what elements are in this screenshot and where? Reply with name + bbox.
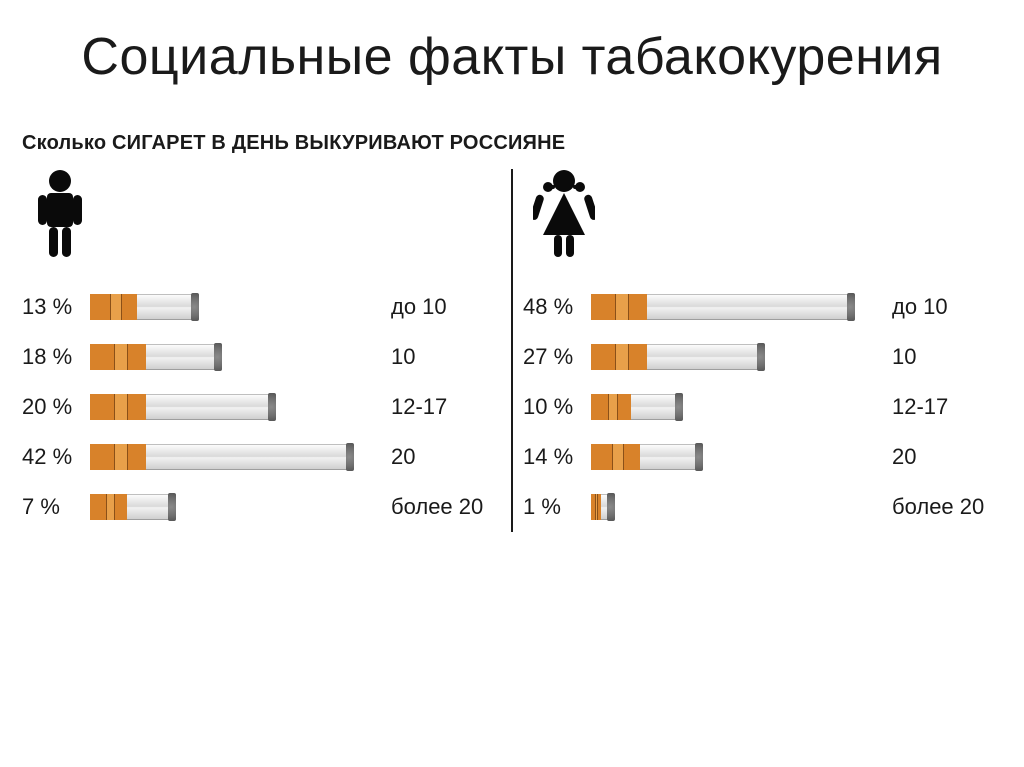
cigarette-ash [847,293,855,321]
cigarette-ash [675,393,683,421]
woman-icon [533,169,1002,264]
cigarette-body [137,294,195,320]
cigarette-filter [90,394,146,420]
chart-columns: 13 % до 10 18 % 10 20 % 12-17 42 % 20 7 % более 2… [22,169,1002,532]
cigarette-ash [695,443,703,471]
percent-label: 14 % [523,444,591,470]
man-icon [32,169,501,264]
cigarette-filter [591,394,631,420]
cigarette-ash [346,443,354,471]
bar-area [90,443,385,471]
percent-label: 27 % [523,344,591,370]
cigarette-body [127,494,172,520]
bar-row: 1 % более 20 [523,482,1002,532]
bar-area [90,393,385,421]
category-label: 12-17 [385,394,501,420]
cigarette-filter [591,344,647,370]
percent-label: 42 % [22,444,90,470]
bar-row: 42 % 20 [22,432,501,482]
cigarette-filter [591,494,601,520]
cigarette-body [601,494,611,520]
column-divider [511,169,513,532]
category-label: до 10 [886,294,1002,320]
bar-row: 18 % 10 [22,332,501,382]
cigarette-body [647,294,851,320]
cigarette-filter [90,294,137,320]
category-label: 12-17 [886,394,1002,420]
bar-row: 7 % более 20 [22,482,501,532]
category-label: более 20 [886,494,1002,520]
cigarette-body [640,444,699,470]
page-title: Социальные факты табакокурения [0,0,1024,88]
cigarette-bar [591,494,611,520]
chart-subtitle: Сколько СИГАРЕТ В ДЕНЬ ВЫКУРИВАЮТ РОССИЯ… [22,132,1002,155]
bar-area [591,393,886,421]
cigarette-bar [591,294,851,320]
cigarette-filter [90,344,146,370]
cigarette-filter [90,494,127,520]
cigarette-bar [90,494,172,520]
bar-area [90,493,385,521]
bar-row: 14 % 20 [523,432,1002,482]
bar-area [90,343,385,371]
cigarette-body [146,344,218,370]
bar-row: 48 % до 10 [523,282,1002,332]
percent-label: 48 % [523,294,591,320]
cigarette-bar [591,344,761,370]
category-label: более 20 [385,494,501,520]
cigarette-filter [591,294,647,320]
percent-label: 13 % [22,294,90,320]
percent-label: 18 % [22,344,90,370]
bar-area [90,293,385,321]
category-label: 20 [886,444,1002,470]
cigarette-filter [591,444,640,470]
cigarette-filter [90,444,146,470]
cigarette-bar [90,394,272,420]
percent-label: 10 % [523,394,591,420]
cigarette-body [631,394,679,420]
percent-label: 1 % [523,494,591,520]
category-label: 10 [385,344,501,370]
column-women: 48 % до 10 27 % 10 10 % 12-17 14 % 20 1 % более 2… [523,169,1002,532]
category-label: до 10 [385,294,501,320]
column-men: 13 % до 10 18 % 10 20 % 12-17 42 % 20 7 % более 2… [22,169,501,532]
category-label: 20 [385,444,501,470]
cigarette-ash [214,343,222,371]
cigarette-ash [757,343,765,371]
cigarette-body [146,394,272,420]
category-label: 10 [886,344,1002,370]
chart-container: Сколько СИГАРЕТ В ДЕНЬ ВЫКУРИВАЮТ РОССИЯ… [22,132,1002,532]
rows-women: 48 % до 10 27 % 10 10 % 12-17 14 % 20 1 % более 2… [523,282,1002,532]
cigarette-body [647,344,761,370]
percent-label: 20 % [22,394,90,420]
rows-men: 13 % до 10 18 % 10 20 % 12-17 42 % 20 7 % более 2… [22,282,501,532]
percent-label: 7 % [22,494,90,520]
cigarette-ash [168,493,176,521]
cigarette-ash [191,293,199,321]
bar-row: 13 % до 10 [22,282,501,332]
cigarette-bar [591,444,699,470]
bar-row: 10 % 12-17 [523,382,1002,432]
cigarette-ash [607,493,615,521]
cigarette-bar [591,394,679,420]
cigarette-body [146,444,350,470]
cigarette-bar [90,444,350,470]
cigarette-ash [268,393,276,421]
cigarette-bar [90,344,218,370]
cigarette-bar [90,294,195,320]
bar-area [591,493,886,521]
bar-area [591,443,886,471]
bar-area [591,343,886,371]
bar-row: 20 % 12-17 [22,382,501,432]
bar-area [591,293,886,321]
bar-row: 27 % 10 [523,332,1002,382]
